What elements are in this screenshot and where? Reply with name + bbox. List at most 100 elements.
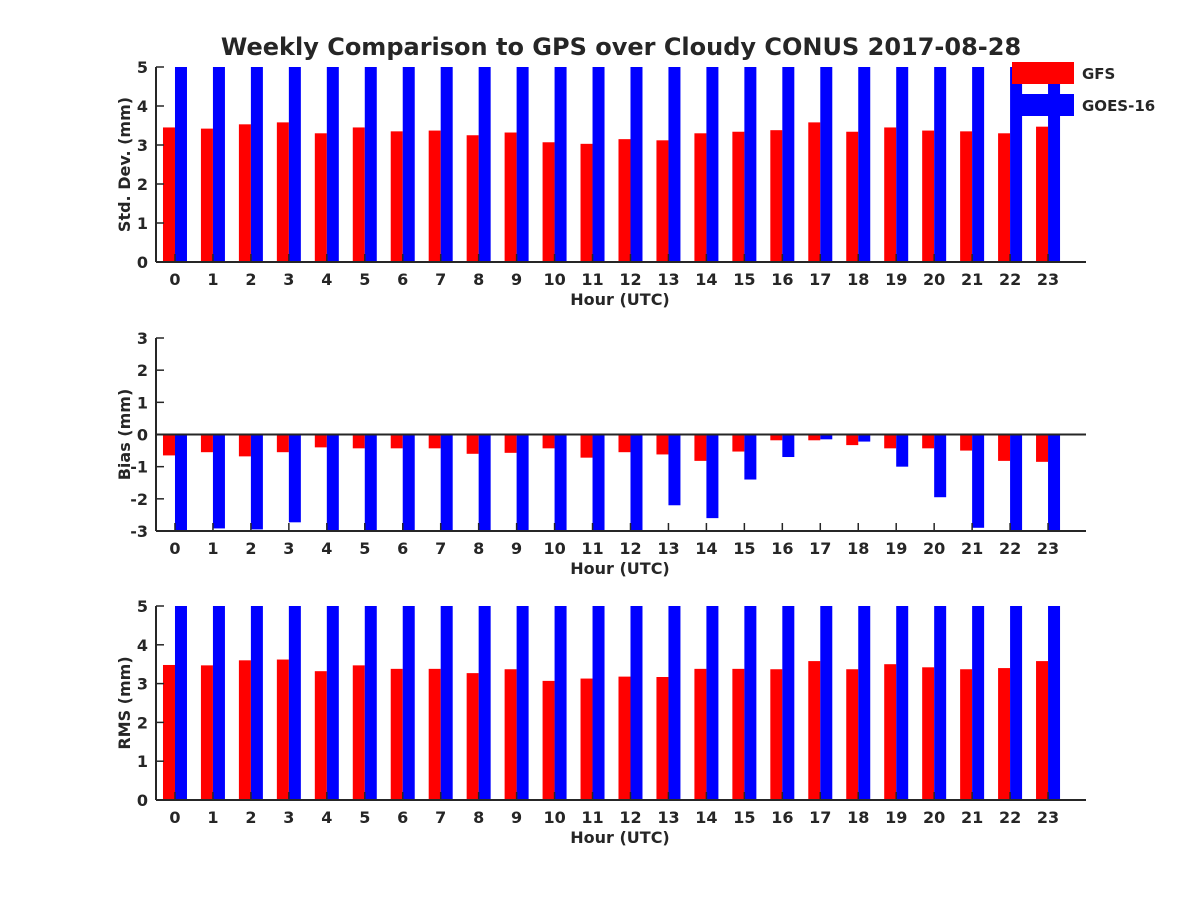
y-tick-label: 1	[137, 752, 148, 771]
y-tick-label: -3	[130, 522, 148, 541]
bar-goes-16-12	[630, 434, 643, 531]
bar-goes-16-8	[478, 434, 491, 531]
bar-goes-16-19	[896, 434, 909, 467]
bar-gfs-22	[998, 133, 1011, 262]
x-tick-label: 11	[581, 270, 603, 289]
bar-goes-16-14	[706, 434, 719, 519]
y-axis-label: Std. Dev. (mm)	[115, 97, 134, 232]
x-tick-label: 4	[321, 808, 332, 827]
bar-goes-16-17	[820, 67, 833, 262]
y-tick-label: 2	[137, 361, 148, 380]
bar-goes-16-16	[782, 606, 795, 800]
bar-gfs-4	[314, 133, 327, 262]
legend-label: GFS	[1082, 65, 1115, 83]
x-tick-label: 23	[1037, 539, 1059, 558]
y-tick-label: 4	[137, 636, 148, 655]
x-tick-label: 21	[961, 808, 983, 827]
bar-goes-16-5	[364, 434, 377, 531]
x-tick-label: 5	[359, 539, 370, 558]
bar-goes-16-13	[668, 434, 681, 506]
bar-gfs-12	[618, 434, 631, 453]
bar-goes-16-16	[782, 67, 795, 262]
bar-gfs-11	[580, 434, 593, 458]
bar-gfs-1	[200, 665, 213, 800]
bar-gfs-10	[542, 434, 555, 449]
bar-gfs-23	[1036, 126, 1049, 262]
y-tick-label: 1	[137, 214, 148, 233]
x-tick-label: 14	[695, 539, 717, 558]
x-tick-label: 20	[923, 808, 945, 827]
bar-goes-16-19	[896, 67, 909, 262]
bar-goes-16-23	[1048, 434, 1061, 531]
x-tick-label: 19	[885, 808, 907, 827]
y-tick-label: 2	[137, 175, 148, 194]
bar-gfs-10	[542, 680, 555, 800]
bar-gfs-9	[504, 132, 517, 262]
x-tick-label: 10	[543, 539, 565, 558]
bar-gfs-10	[542, 142, 555, 262]
bar-gfs-0	[162, 434, 175, 456]
x-tick-label: 1	[207, 270, 218, 289]
bar-gfs-2	[238, 124, 251, 262]
bar-gfs-7	[428, 130, 441, 262]
bar-gfs-15	[732, 434, 745, 452]
legend: GFS GOES-16	[1012, 62, 1155, 116]
y-tick-label: 0	[137, 791, 148, 810]
x-tick-label: 4	[321, 270, 332, 289]
legend-swatch-goes-16	[1012, 94, 1074, 116]
x-tick-label: 15	[733, 539, 755, 558]
bar-gfs-14	[694, 668, 707, 800]
x-tick-label: 6	[397, 539, 408, 558]
bar-goes-16-3	[288, 606, 301, 800]
bar-gfs-7	[428, 434, 441, 449]
bar-gfs-20	[922, 130, 935, 262]
bar-goes-16-20	[934, 606, 947, 800]
x-tick-label: 12	[619, 808, 641, 827]
bar-goes-16-11	[592, 434, 605, 531]
x-tick-label: 20	[923, 539, 945, 558]
bar-gfs-19	[884, 434, 897, 449]
bar-gfs-14	[694, 133, 707, 262]
y-tick-label: 3	[137, 136, 148, 155]
x-tick-label: 17	[809, 539, 831, 558]
x-tick-label: 16	[771, 270, 793, 289]
bar-goes-16-9	[516, 434, 529, 531]
x-tick-label: 17	[809, 808, 831, 827]
bar-gfs-5	[352, 127, 365, 262]
bar-goes-16-7	[440, 434, 453, 531]
bar-goes-16-22	[1010, 606, 1023, 800]
bar-goes-16-7	[440, 67, 453, 262]
x-tick-label: 3	[283, 270, 294, 289]
bar-goes-16-2	[250, 67, 263, 262]
bar-gfs-22	[998, 434, 1011, 461]
bar-gfs-19	[884, 127, 897, 262]
bar-goes-16-17	[820, 606, 833, 800]
bar-gfs-1	[200, 434, 213, 453]
bar-goes-16-4	[326, 434, 339, 531]
bar-goes-16-1	[212, 434, 225, 529]
bar-gfs-15	[732, 131, 745, 262]
bar-goes-16-15	[744, 67, 757, 262]
x-tick-label: 15	[733, 808, 755, 827]
x-tick-label: 15	[733, 270, 755, 289]
y-tick-label: 3	[137, 675, 148, 694]
x-tick-label: 12	[619, 539, 641, 558]
x-tick-label: 21	[961, 270, 983, 289]
bar-gfs-11	[580, 678, 593, 800]
x-tick-label: 8	[473, 539, 484, 558]
bar-goes-16-5	[364, 67, 377, 262]
bar-gfs-7	[428, 668, 441, 800]
bar-gfs-8	[466, 135, 479, 262]
bar-goes-16-16	[782, 434, 795, 458]
bar-goes-16-11	[592, 67, 605, 262]
x-tick-label: 0	[169, 539, 180, 558]
bar-gfs-8	[466, 434, 479, 454]
bar-goes-16-14	[706, 67, 719, 262]
x-tick-label: 5	[359, 808, 370, 827]
bar-goes-16-6	[402, 606, 415, 800]
bar-goes-16-12	[630, 606, 643, 800]
x-tick-label: 12	[619, 270, 641, 289]
